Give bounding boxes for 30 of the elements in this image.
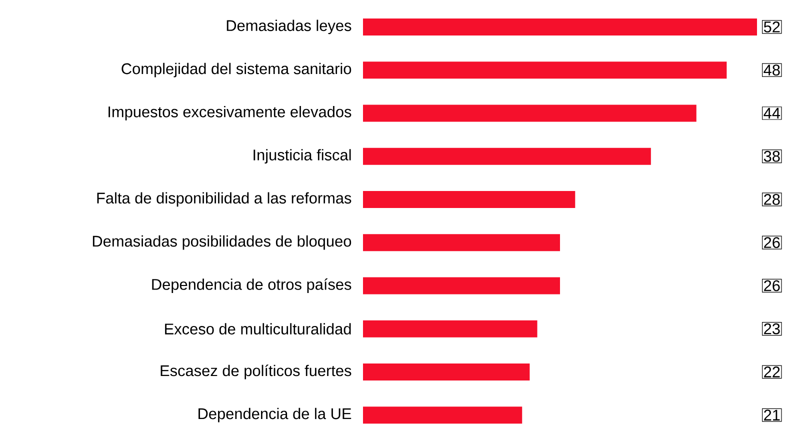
- y-tick-label: Demasiadas leyes: [226, 20, 352, 34]
- bar: [363, 18, 758, 36]
- y-tick-label: Falta de disponibilidad a las reformas: [97, 192, 352, 207]
- data-label: 48: [764, 64, 780, 76]
- data-label: 52: [764, 21, 780, 32]
- bar: [363, 406, 522, 424]
- bar: [363, 190, 576, 208]
- bar: [363, 148, 651, 165]
- bar: [363, 234, 560, 252]
- y-tick-label: Demasiadas posibilidades de bloqueo: [92, 235, 352, 250]
- bar: [363, 104, 696, 122]
- y-tick-label: Dependencia de otros países: [152, 278, 352, 293]
- data-label: 22: [764, 366, 780, 378]
- y-tick-label: Impuestos excesivamente elevados: [108, 106, 352, 120]
- data-label: 44: [764, 108, 780, 119]
- data-label: 21: [764, 410, 780, 420]
- y-tick-label: Complejidad del sistema sanitario: [122, 62, 352, 78]
- data-label: 28: [764, 194, 780, 205]
- bar: [363, 277, 560, 294]
- y-tick-label: Escasez de políticos fuertes: [160, 364, 352, 380]
- bar: [363, 62, 727, 79]
- bar: [363, 320, 538, 338]
- data-label: 38: [764, 150, 780, 162]
- y-tick-label: Exceso de multiculturalidad: [165, 323, 351, 334]
- y-tick-label: Dependencia de la UE: [198, 408, 352, 422]
- data-label: 23: [764, 323, 780, 334]
- data-label: 26: [764, 280, 780, 292]
- data-label: 26: [764, 237, 780, 248]
- y-tick-label: Injusticia fiscal: [254, 149, 351, 164]
- bar: [363, 363, 530, 380]
